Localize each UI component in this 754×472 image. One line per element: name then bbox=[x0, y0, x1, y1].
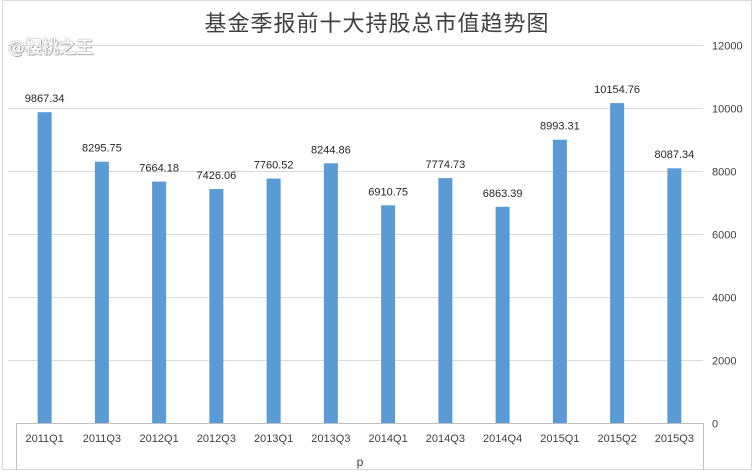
data-label: 8087.34 bbox=[654, 149, 694, 161]
x-tick-label: 2015Q2 bbox=[598, 433, 637, 445]
x-tick-label: 2011Q3 bbox=[83, 433, 121, 445]
bar bbox=[438, 178, 453, 423]
x-tick-label: 2013Q3 bbox=[311, 433, 350, 445]
x-axis-title: p bbox=[357, 455, 364, 469]
data-label: 8295.75 bbox=[82, 143, 122, 155]
x-axis: 2011Q1 2011Q3 2012Q1 2012Q3 2013Q1 2013Q3 2014… bbox=[16, 423, 704, 470]
x-tick-label: 2012Q3 bbox=[197, 433, 236, 445]
y-axis: 0 2000 4000 6000 8000 10000 12000 bbox=[712, 41, 743, 431]
data-label: 7774.73 bbox=[425, 159, 465, 171]
bar bbox=[323, 163, 338, 423]
y-tick-label: 2000 bbox=[712, 356, 736, 368]
gridlines bbox=[8, 45, 703, 361]
y-tick-label: 10000 bbox=[712, 104, 743, 116]
bar bbox=[37, 112, 52, 424]
x-tick-label: 2014Q1 bbox=[369, 433, 408, 445]
y-tick-label: 6000 bbox=[712, 230, 736, 242]
x-tick-label: 2015Q1 bbox=[540, 433, 579, 445]
data-label: 8244.86 bbox=[311, 144, 351, 156]
bar bbox=[152, 181, 167, 423]
x-tick-label: 2014Q3 bbox=[426, 433, 465, 445]
x-tick-label: 2013Q1 bbox=[254, 433, 293, 445]
chart-title: 基金季报前十大持股总市值趋势图 bbox=[204, 12, 550, 37]
data-label: 8993.31 bbox=[540, 121, 580, 133]
data-label: 7664.18 bbox=[139, 163, 179, 175]
bar bbox=[552, 139, 567, 423]
x-tick-label: 2014Q4 bbox=[483, 433, 522, 445]
x-tick-label: 2012Q1 bbox=[140, 433, 179, 445]
bar-series bbox=[37, 103, 682, 424]
data-label: 6863.39 bbox=[483, 188, 523, 200]
y-tick-label: 4000 bbox=[712, 293, 736, 305]
watermark: @樱桃之王 bbox=[8, 38, 93, 58]
bar bbox=[667, 168, 682, 423]
data-labels: 9867.34 8295.75 7664.18 7426.06 7760.52 8244.… bbox=[25, 84, 695, 200]
bar bbox=[209, 189, 224, 423]
data-label: 10154.76 bbox=[594, 84, 640, 96]
data-label: 9867.34 bbox=[25, 93, 65, 105]
y-tick-label: 12000 bbox=[712, 41, 743, 53]
bar bbox=[266, 178, 281, 423]
bar bbox=[94, 161, 109, 423]
x-axis-box bbox=[16, 423, 704, 470]
bar bbox=[610, 103, 625, 423]
y-tick-label: 8000 bbox=[712, 167, 736, 179]
x-tick-label: 2011Q1 bbox=[25, 433, 63, 445]
bar bbox=[495, 206, 510, 423]
data-label: 7426.06 bbox=[196, 170, 236, 182]
y-tick-label: 0 bbox=[712, 419, 718, 431]
data-label: 7760.52 bbox=[254, 160, 294, 172]
x-tick-label: 2015Q3 bbox=[655, 433, 694, 445]
bar bbox=[381, 205, 396, 423]
data-label: 6910.75 bbox=[368, 186, 408, 198]
